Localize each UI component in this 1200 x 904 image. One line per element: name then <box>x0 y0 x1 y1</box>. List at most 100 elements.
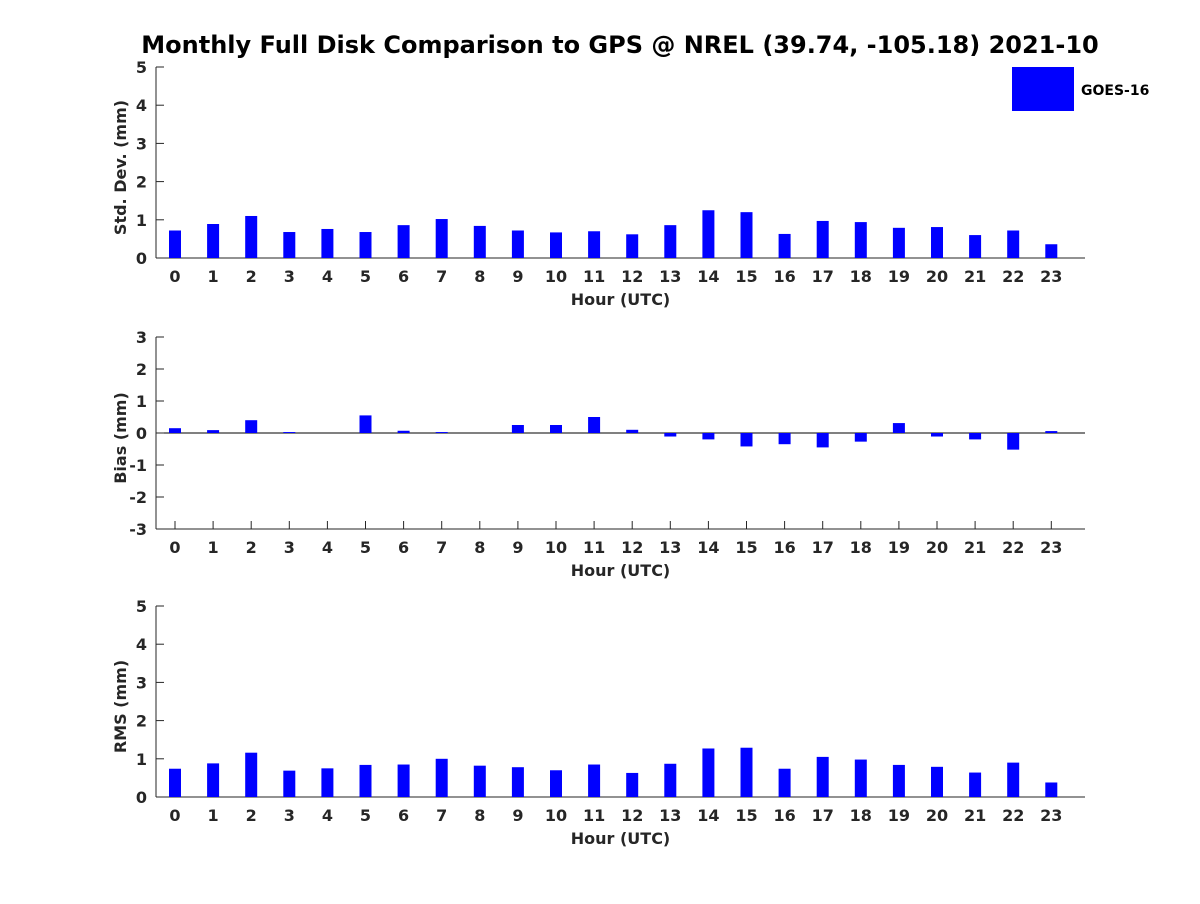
stddev-x-tick-label: 19 <box>888 267 910 286</box>
legend-swatch <box>1012 67 1074 111</box>
rms-x-tick-label: 23 <box>1040 806 1062 825</box>
rms-bar <box>664 763 677 797</box>
rms-x-tick-label: 12 <box>621 806 643 825</box>
rms-y-tick-label: 4 <box>136 635 147 654</box>
rms-bar <box>207 763 220 797</box>
stddev-x-tick-label: 4 <box>322 267 333 286</box>
bias-bar <box>740 433 753 447</box>
rms-bar <box>702 748 715 797</box>
bias-bar <box>854 433 867 442</box>
bias-x-tick-label: 6 <box>398 538 409 557</box>
rms-bar <box>931 766 943 797</box>
bias-x-tick-label: 19 <box>888 538 910 557</box>
rms-bar <box>550 770 562 797</box>
stddev-x-tick-label: 18 <box>850 267 872 286</box>
rms-bar <box>969 772 982 797</box>
stddev-bar <box>1007 230 1020 258</box>
rms-bar <box>626 772 639 797</box>
bias-bar <box>1045 431 1058 433</box>
stddev-x-tick-label: 17 <box>812 267 834 286</box>
rms-bar <box>511 767 524 797</box>
stddev-bar <box>283 232 296 258</box>
bias-x-tick-label: 13 <box>659 538 681 557</box>
bias-x-tick-label: 0 <box>169 538 180 557</box>
stddev-bar <box>321 228 334 258</box>
bias-x-tick-label: 2 <box>246 538 257 557</box>
stddev-x-tick-label: 2 <box>246 267 257 286</box>
bias-x-tick-label: 23 <box>1040 538 1062 557</box>
bias-bar <box>550 425 562 433</box>
bias-x-tick-label: 14 <box>697 538 719 557</box>
rms-x-tick-label: 4 <box>322 806 333 825</box>
bias-bar <box>626 429 639 433</box>
legend: GOES-16 <box>1012 67 1149 111</box>
stddev-bar <box>550 232 562 258</box>
stddev-bar <box>588 231 601 258</box>
bias-bar <box>816 433 829 448</box>
rms-x-tick-label: 3 <box>284 806 295 825</box>
stddev-x-tick-label: 15 <box>735 267 757 286</box>
stddev-bar <box>359 232 372 258</box>
bias-x-tick-label: 8 <box>474 538 485 557</box>
stddev-bar <box>664 225 677 258</box>
stddev-x-tick-label: 5 <box>360 267 371 286</box>
bias-bar <box>588 417 601 433</box>
rms-x-tick-label: 19 <box>888 806 910 825</box>
bias-x-label: Hour (UTC) <box>571 561 671 580</box>
rms-bar <box>778 768 791 797</box>
rms-bar <box>473 765 486 797</box>
bias-x-tick-label: 20 <box>926 538 948 557</box>
rms-x-tick-label: 2 <box>246 806 257 825</box>
rms-x-tick-label: 1 <box>208 806 219 825</box>
rms-x-tick-label: 17 <box>812 806 834 825</box>
bias-y-tick-label: -1 <box>129 456 147 475</box>
stddev-bar <box>473 225 486 258</box>
stddev-x-tick-label: 16 <box>773 267 795 286</box>
rms-bar <box>1007 762 1020 797</box>
bias-x-tick-label: 1 <box>208 538 219 557</box>
stddev-x-tick-label: 6 <box>398 267 409 286</box>
bias-y-tick-label: 1 <box>136 392 147 411</box>
stddev-bar <box>626 234 639 258</box>
rms-x-tick-label: 0 <box>169 806 180 825</box>
bias-bar <box>1007 433 1020 450</box>
stddev-bar <box>740 212 753 258</box>
rms-x-label: Hour (UTC) <box>571 829 671 848</box>
bias-y-tick-label: -3 <box>129 520 147 539</box>
stddev-bar <box>778 233 791 258</box>
bias-bar <box>245 420 258 433</box>
stddev-bar <box>435 219 448 258</box>
stddev-x-tick-label: 20 <box>926 267 948 286</box>
stddev-x-tick-label: 21 <box>964 267 986 286</box>
rms-x-tick-label: 21 <box>964 806 986 825</box>
bias-y-label: Bias (mm) <box>111 392 130 484</box>
bias-bar <box>702 433 715 440</box>
bias-x-tick-label: 3 <box>284 538 295 557</box>
stddev-x-tick-label: 13 <box>659 267 681 286</box>
rms-x-tick-label: 18 <box>850 806 872 825</box>
rms-bar <box>816 756 829 797</box>
bias-y-tick-label: 2 <box>136 360 147 379</box>
rms-x-tick-label: 20 <box>926 806 948 825</box>
stddev-y-tick-label: 4 <box>136 96 147 115</box>
bias-bar <box>169 428 181 433</box>
stddev-bar <box>169 230 181 258</box>
bias-bar <box>511 425 524 433</box>
stddev-bar <box>816 220 829 258</box>
stddev-bar <box>702 210 715 258</box>
bias-bar <box>931 433 943 437</box>
stddev-y-tick-label: 2 <box>136 173 147 192</box>
bias-y-tick-label: 0 <box>136 424 147 443</box>
stddev-x-tick-label: 9 <box>512 267 523 286</box>
bias-y-tick-label: 3 <box>136 328 147 347</box>
stddev-x-label: Hour (UTC) <box>571 290 671 309</box>
rms-x-tick-label: 8 <box>474 806 485 825</box>
rms-x-tick-label: 11 <box>583 806 605 825</box>
stddev-x-tick-label: 23 <box>1040 267 1062 286</box>
rms-bar <box>854 759 867 797</box>
stddev-bar <box>511 230 524 258</box>
rms-bar <box>283 770 296 797</box>
rms-y-label: RMS (mm) <box>111 660 130 753</box>
